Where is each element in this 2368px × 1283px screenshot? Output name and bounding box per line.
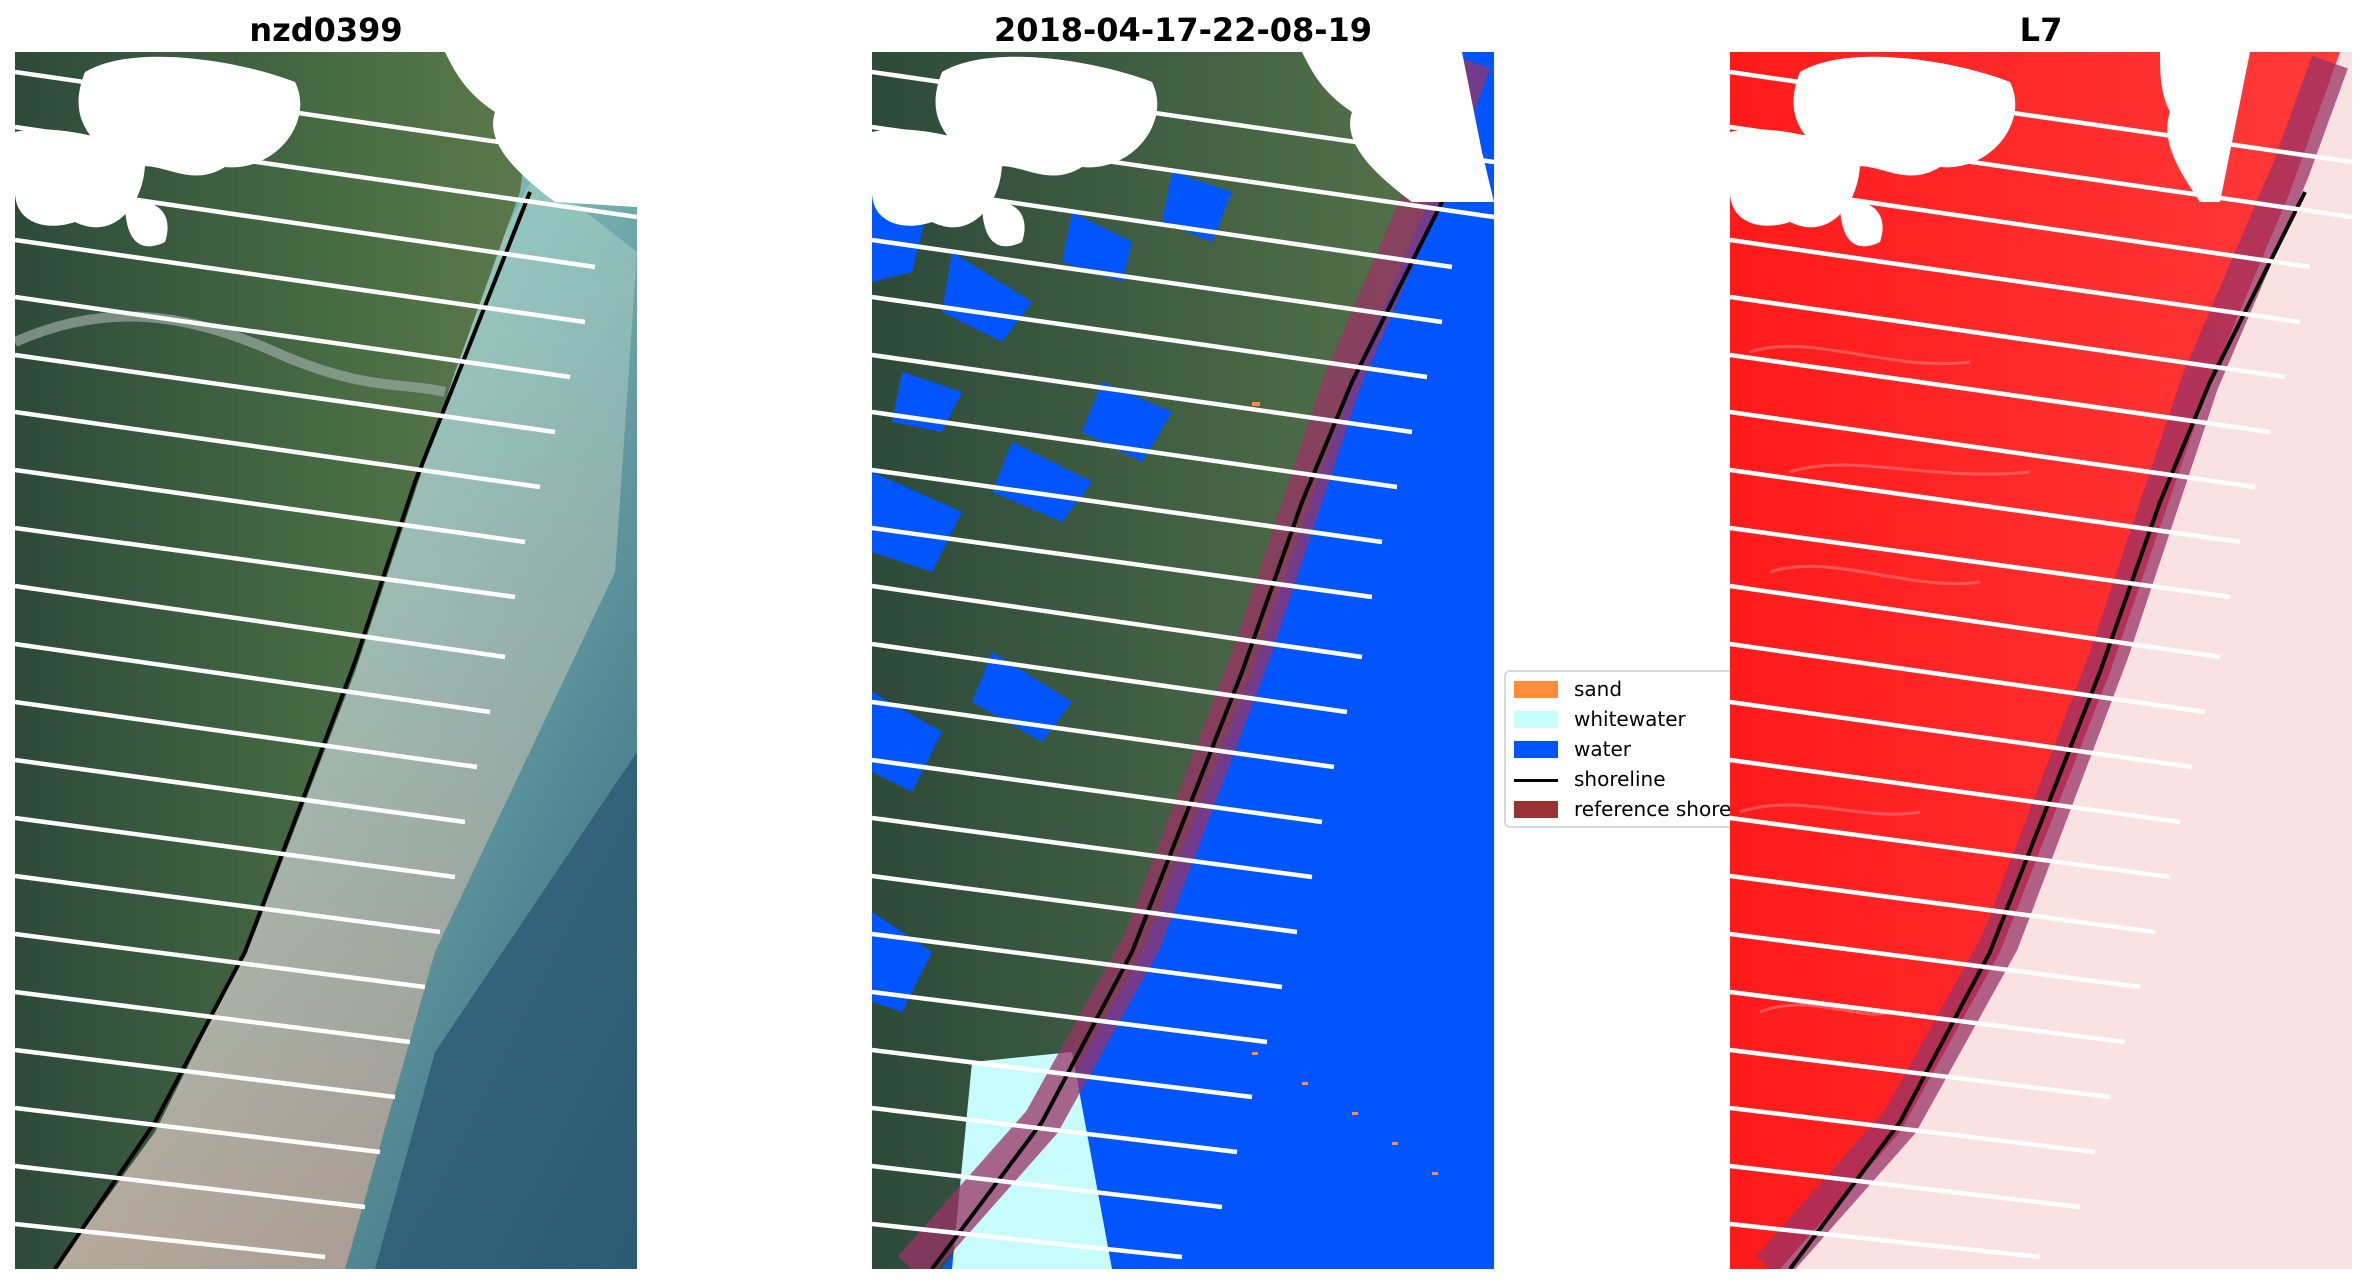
scan-gaps <box>15 69 637 1260</box>
rgb-image-panel <box>15 52 637 1269</box>
sand-swatch <box>1514 681 1558 698</box>
legend: sand whitewater water shoreline referenc… <box>1504 670 1736 828</box>
ndwi-image <box>1730 52 2352 1269</box>
legend-item-sand: sand <box>1506 674 1734 702</box>
shoreline <box>930 191 1449 1269</box>
classified-image <box>872 52 1494 1269</box>
scan-gaps <box>872 69 1494 1260</box>
water-swatch <box>1514 741 1558 758</box>
shoreline <box>1788 191 2307 1269</box>
legend-label: sand <box>1574 677 1623 701</box>
panel-title-image: nzd0399 <box>249 11 403 49</box>
legend-item-whitewater: whitewater <box>1506 704 1734 732</box>
reference-shoreline-swatch <box>1514 801 1558 818</box>
terrain-texture <box>1739 344 2031 1016</box>
sand-class <box>1252 402 1438 1175</box>
shoreline-line-swatch <box>1514 779 1558 782</box>
legend-label: reference shoreline <box>1574 797 1736 821</box>
whitewater-swatch <box>1514 711 1558 728</box>
legend-label: shoreline <box>1574 767 1666 791</box>
ndwi-image-panel <box>1730 52 2352 1269</box>
panel-title-ndwi: L7 <box>2019 11 2063 49</box>
cloud-mask <box>872 52 1494 247</box>
dark-water <box>375 752 637 1269</box>
legend-item-water: water <box>1506 734 1734 762</box>
inland-water-patches <box>872 172 1232 1012</box>
legend-label: whitewater <box>1574 707 1686 731</box>
land-area <box>1730 52 2340 1269</box>
legend-item-shoreline: shoreline <box>1506 764 1734 792</box>
scan-gaps <box>1730 69 2352 1260</box>
cloud-mask <box>15 52 637 247</box>
land-area <box>15 52 540 1269</box>
panel-title-classified: 2018-04-17-22-08-19 <box>993 11 1373 49</box>
rgb-image <box>15 52 637 1269</box>
legend-item-reference-shoreline: reference shoreline <box>1506 794 1736 822</box>
cloud-mask <box>1730 52 2250 247</box>
shoreline <box>53 191 532 1269</box>
classified-image-panel <box>872 52 1494 1269</box>
land-area <box>872 52 1462 1269</box>
river <box>15 311 447 397</box>
legend-label: water <box>1574 737 1631 761</box>
